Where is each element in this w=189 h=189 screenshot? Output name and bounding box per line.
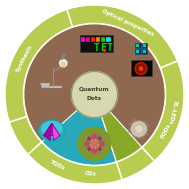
- Wedge shape: [24, 24, 165, 147]
- Circle shape: [88, 137, 91, 140]
- Wedge shape: [24, 27, 94, 116]
- Circle shape: [139, 67, 143, 70]
- Bar: [98, 136, 103, 140]
- Text: PQDs: PQDs: [159, 122, 171, 139]
- Text: Quantum: Quantum: [79, 86, 110, 91]
- Bar: [84, 141, 89, 146]
- Bar: [135, 49, 140, 54]
- Circle shape: [92, 149, 97, 153]
- Bar: [45, 86, 62, 88]
- Text: EL-LEDs: EL-LEDs: [167, 100, 177, 125]
- Circle shape: [100, 142, 104, 146]
- Circle shape: [131, 121, 147, 137]
- Text: T: T: [93, 43, 99, 53]
- Text: Synthesis: Synthesis: [15, 44, 33, 73]
- Circle shape: [92, 141, 97, 147]
- Ellipse shape: [41, 121, 62, 137]
- Circle shape: [6, 6, 183, 183]
- Text: F: F: [100, 43, 106, 53]
- Bar: [92, 150, 97, 154]
- Circle shape: [71, 71, 118, 118]
- Bar: [106, 37, 111, 42]
- Circle shape: [98, 137, 101, 140]
- Circle shape: [78, 127, 111, 160]
- Bar: [136, 44, 139, 47]
- Text: Dots: Dots: [87, 96, 102, 101]
- Ellipse shape: [39, 120, 65, 141]
- Circle shape: [85, 142, 89, 146]
- Circle shape: [98, 148, 101, 151]
- Text: CDs: CDs: [84, 171, 96, 177]
- Bar: [100, 141, 105, 146]
- Text: TQDs: TQDs: [50, 159, 67, 171]
- Bar: [135, 43, 140, 48]
- Wedge shape: [27, 94, 116, 165]
- Bar: [81, 37, 85, 42]
- Bar: [86, 147, 91, 152]
- Text: T: T: [106, 43, 112, 53]
- Polygon shape: [40, 83, 50, 88]
- Text: Optical properties: Optical properties: [101, 8, 155, 37]
- Bar: [131, 60, 152, 76]
- Wedge shape: [73, 24, 160, 94]
- Bar: [142, 43, 147, 48]
- Polygon shape: [43, 123, 52, 140]
- Bar: [86, 136, 91, 140]
- Polygon shape: [43, 123, 60, 136]
- Circle shape: [92, 134, 97, 139]
- Bar: [101, 37, 105, 42]
- Bar: [92, 141, 97, 146]
- Bar: [96, 37, 100, 42]
- Bar: [142, 49, 147, 54]
- Bar: [98, 147, 103, 152]
- Circle shape: [133, 123, 145, 135]
- Bar: [91, 37, 95, 42]
- Wedge shape: [94, 68, 165, 147]
- Wedge shape: [94, 73, 165, 162]
- Circle shape: [23, 23, 166, 166]
- Circle shape: [60, 61, 66, 67]
- Bar: [143, 44, 146, 47]
- Circle shape: [59, 59, 68, 68]
- Bar: [92, 133, 97, 138]
- Circle shape: [88, 148, 91, 151]
- Bar: [80, 35, 113, 52]
- Bar: [143, 50, 146, 53]
- Bar: [86, 37, 90, 42]
- Circle shape: [135, 125, 143, 133]
- Bar: [136, 50, 139, 53]
- Polygon shape: [52, 123, 60, 140]
